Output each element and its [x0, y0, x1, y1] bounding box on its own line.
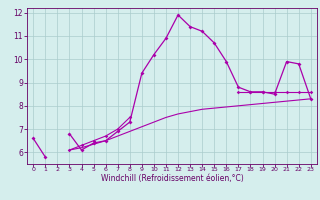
X-axis label: Windchill (Refroidissement éolien,°C): Windchill (Refroidissement éolien,°C) — [100, 174, 244, 183]
